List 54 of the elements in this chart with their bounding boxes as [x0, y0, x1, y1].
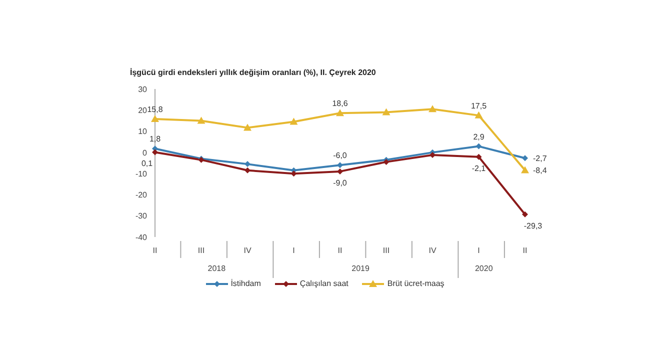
x-tick-label: II [522, 246, 528, 255]
point [244, 167, 250, 174]
x-tick-label: I [292, 246, 295, 255]
point [197, 116, 206, 124]
data-label: 15,8 [147, 105, 164, 114]
x-tick-label: III [382, 246, 390, 255]
text: 2020 [474, 264, 494, 273]
x-tick-label: II [152, 246, 158, 255]
x-tick-label: IV [244, 246, 252, 255]
data-label: -2,1 [472, 164, 486, 173]
point [337, 168, 343, 174]
y-tick-label: 30 [138, 84, 148, 94]
data-label: -8,4 [533, 166, 548, 176]
data-label: 18,6 [332, 99, 348, 108]
legend-label: Çalışılan saat [300, 279, 348, 288]
point [476, 143, 482, 150]
y-tick-label: -30 [135, 212, 148, 221]
text: 2018 [208, 264, 226, 273]
data-label: -9,0 [333, 178, 348, 188]
y-tick-label: 10 [138, 127, 148, 136]
legend-label: Brüt ücret-maaş [387, 279, 444, 288]
data-label: 2,9 [473, 132, 485, 142]
y-tick-label: -40 [135, 232, 148, 242]
x-tick-label: IV [428, 246, 437, 255]
data-label: -6,0 [333, 151, 348, 160]
x-tick-label: III [198, 246, 205, 255]
point [428, 105, 436, 112]
data-label: 1,8 [149, 134, 162, 144]
y-tick-label: 20 [138, 106, 148, 115]
point [430, 152, 436, 158]
y-tick-label: 0 [142, 148, 148, 158]
point [522, 155, 528, 162]
y-tick-label: -10 [135, 169, 148, 178]
point [521, 166, 529, 174]
data-label: 0,1 [141, 159, 154, 168]
point [382, 108, 390, 116]
point [336, 109, 344, 116]
point [244, 124, 252, 131]
point [152, 149, 158, 156]
point [290, 118, 298, 125]
data-label: 17,5 [470, 101, 488, 110]
x-tick-label: II [338, 246, 342, 255]
legend-label: İstihdam [230, 279, 261, 288]
y-tick-label: -20 [135, 190, 148, 200]
point [522, 211, 528, 218]
chart-title: İşgücü girdi endeksleri yıllık değişim oranları (%), II. Çeyrek 2020 [130, 68, 376, 77]
text: 2019 [352, 264, 370, 273]
point [474, 111, 483, 118]
data-label: -2,7 [533, 154, 548, 164]
data-label: -29,3 [524, 221, 543, 230]
x-tick-label: I [478, 246, 480, 255]
point [244, 161, 250, 168]
point [151, 115, 159, 122]
point [337, 162, 343, 168]
